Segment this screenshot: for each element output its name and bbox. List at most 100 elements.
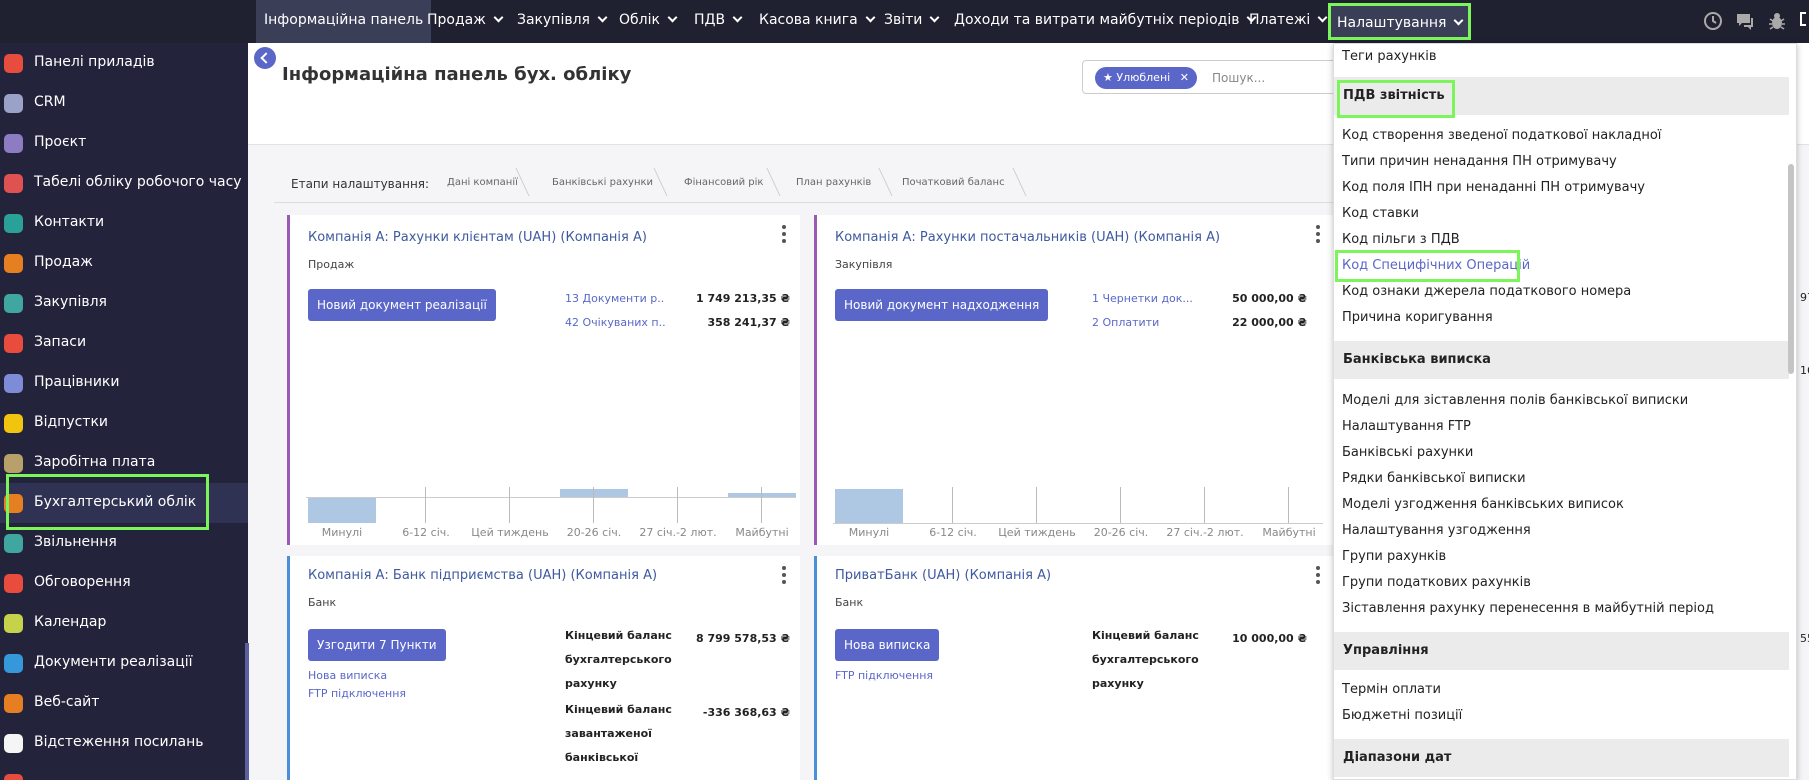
link-new-statement[interactable]: Нова виписка [308,669,388,682]
chart-bar[interactable] [728,493,796,497]
sidebar-item[interactable]: Обговорення [0,563,248,603]
chevron-down-icon [1317,12,1328,23]
menu-item-account-tags[interactable]: Теги рахунків [1342,49,1437,64]
sidebar-item[interactable]: Відпустки [0,403,248,443]
kebab-menu-icon[interactable] [782,566,786,584]
menu-item[interactable]: Код ставки [1342,206,1419,221]
menu-item-specific-operations-code[interactable]: Код Специфічних Операцій [1342,258,1531,273]
nav-deferred[interactable]: Доходи та витрати майбутніх періодів [954,0,1257,43]
favorites-filter-chip[interactable]: ★ Улюблені ✕ [1095,67,1197,89]
clock-icon[interactable] [1702,10,1724,32]
nav-sales[interactable]: Продаж [427,0,504,43]
sidebar-item[interactable]: Заробітна плата [0,443,248,483]
nav-dashboard[interactable]: Інформаційна панель [256,0,432,43]
menu-item[interactable]: Код ознаки джерела податкового номера [1342,284,1632,299]
new-invoice-button[interactable]: Новий документ реалізації [308,289,496,321]
reconcile-button[interactable]: Узгодити 7 Пункти [308,629,446,661]
menu-item[interactable]: Моделі для зіставлення полів банківської… [1342,393,1689,408]
close-icon[interactable]: ✕ [1179,71,1189,84]
kebab-menu-icon[interactable] [1316,225,1320,243]
payroll-icon [4,454,23,473]
journal-title[interactable]: Компанія А: Рахунки клієнтам (UAH) (Комп… [308,230,647,245]
step-chart-of-accounts[interactable]: План рахунків [796,177,872,188]
sidebar-item[interactable]: Контакти [0,203,248,243]
nav-purchase[interactable]: Закупівля [517,0,608,43]
new-statement-button[interactable]: Нова виписка [835,629,940,661]
nav-cashbook[interactable]: Касова книга [759,0,876,43]
chart-bar[interactable] [835,489,903,523]
nav-payments[interactable]: Платежі [1249,0,1328,43]
link-ftp-connection[interactable]: FTP підключення [835,669,934,682]
sidebar-item[interactable]: Веб-сайт [0,683,248,723]
search-input[interactable]: Пошук... [1212,71,1266,85]
amount-awaiting: 358 241,37 ₴ [707,316,790,329]
menu-item[interactable]: Банківські рахунки [1342,445,1474,460]
nav-settings[interactable]: Налаштування [1328,3,1472,40]
nav-accounting[interactable]: Облік [619,0,678,43]
sidebar-item[interactable] [0,763,248,780]
sidebar-item[interactable]: Календар [0,603,248,643]
nav-vat[interactable]: ПДВ [694,0,743,43]
journal-title[interactable]: Компанія А: Банк підприємства (UAH) (Ком… [308,568,658,583]
link-ftp-connection[interactable]: FTP підключення [308,687,407,700]
back-arrow-icon[interactable] [254,47,276,69]
sidebar-item[interactable]: Табелі обліку робочого часу [0,163,248,203]
sidebar-item-label: Бухгалтерський облік [34,494,197,510]
chart-tick [425,487,426,523]
sidebar-item[interactable]: Відстеження посилань [0,723,248,763]
menu-item[interactable]: Бюджетні позиції [1342,708,1463,723]
nav-reports[interactable]: Звіти [884,0,940,43]
dashboard-icon [4,54,23,73]
clipped-value: 16 [1800,364,1809,377]
menu-item[interactable]: Налаштування узгодження [1342,523,1531,538]
chart-tick [952,487,953,523]
menu-item[interactable]: Групи рахунків [1342,549,1447,564]
link-to-pay[interactable]: 2 Оплатити [1092,316,1160,329]
menu-item[interactable]: Код пільги з ПДВ [1342,232,1460,247]
sidebar-item-label: Календар [34,614,107,630]
menu-item[interactable]: Термін оплати [1342,682,1441,697]
menu-item[interactable]: Налаштування FTP [1342,419,1471,434]
chart-bar[interactable] [308,498,376,523]
step-bank-accounts[interactable]: Банківські рахунки [552,177,654,188]
sidebar-item[interactable]: Документи реалізації [0,643,248,683]
chart-axis-line [306,497,796,498]
menu-item[interactable]: Групи податкових рахунків [1342,575,1531,590]
sidebar-item[interactable]: Панелі приладів [0,43,248,83]
menu-item[interactable]: Зіставлення рахунку перенесення в майбут… [1342,601,1714,616]
step-fiscal-year[interactable]: Фінансовий рік [684,177,764,188]
menu-item[interactable]: Код поля ІПН при ненаданні ПН отримувачу [1342,180,1645,195]
chart-tick [1036,487,1037,523]
bug-icon[interactable] [1766,10,1788,32]
chart-x-label: 6-12 січ. [402,526,450,539]
sidebar-item[interactable]: Продаж [0,243,248,283]
sidebar-item[interactable]: Запаси [0,323,248,363]
sidebar-item[interactable]: Закупівля [0,283,248,323]
sidebar-item[interactable]: Працівники [0,363,248,403]
journal-title[interactable]: ПриватБанк (UAH) (Компанія А) [835,568,1052,583]
step-opening-balance[interactable]: Початковий баланс [902,177,1005,188]
menu-item[interactable]: Причина коригування [1342,310,1493,325]
link-invoices-count[interactable]: 13 Документи р... [565,292,665,305]
link-draft-bills[interactable]: 1 Чернетки док... [1092,292,1192,305]
chart-bar[interactable] [560,489,628,497]
chat-icon[interactable] [1734,10,1756,32]
user-menu-icon[interactable] [1800,12,1806,26]
dropdown-scrollbar[interactable] [1788,164,1794,374]
new-bill-button[interactable]: Новий документ надходження [835,289,1049,321]
menu-item[interactable]: Типи причин ненадання ПН отримувачу [1342,154,1617,169]
chart-tick [593,487,594,523]
sidebar-item-label: Обговорення [34,574,131,590]
kebab-menu-icon[interactable] [1316,566,1320,584]
kebab-menu-icon[interactable] [782,225,786,243]
menu-item[interactable]: Рядки банківської виписки [1342,471,1526,486]
sidebar-item[interactable]: CRM [0,83,248,123]
sidebar-scrollbar[interactable] [245,643,249,780]
sidebar-item[interactable]: Проєкт [0,123,248,163]
link-awaiting-payments[interactable]: 42 Очікуваних п... [565,316,665,329]
sidebar-item[interactable]: Звільнення [0,523,248,563]
menu-item[interactable]: Моделі узгодження банківських виписок [1342,497,1624,512]
journal-title[interactable]: Компанія А: Рахунки постачальників (UAH)… [835,230,1221,245]
step-company-data[interactable]: Дані компанії [447,177,518,188]
menu-item[interactable]: Код створення зведеної податкової наклад… [1342,128,1662,143]
